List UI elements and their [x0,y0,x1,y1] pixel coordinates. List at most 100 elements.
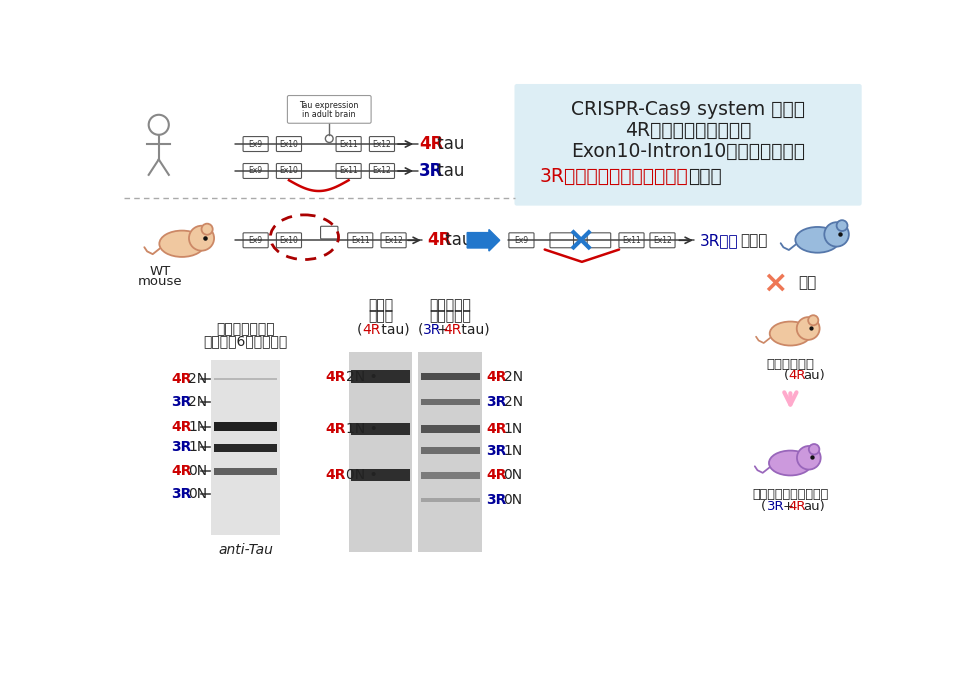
Text: 3R: 3R [171,440,192,454]
Bar [420,373,480,381]
Text: +: + [437,322,448,337]
Text: Ex12: Ex12 [372,139,392,148]
Text: 4R: 4R [789,499,806,513]
Text: 3R: 3R [767,499,784,513]
Bar [351,469,410,482]
Circle shape [189,226,214,251]
Circle shape [809,444,819,455]
Text: ×: × [762,268,787,297]
Text: 0N: 0N [504,493,523,507]
Text: 野生型: 野生型 [368,298,393,312]
Text: 2N •: 2N • [346,370,377,383]
Text: 3R: 3R [171,487,192,502]
Text: tau: tau [432,162,465,180]
Text: 1N •: 1N • [346,422,377,436]
Text: Ex11: Ex11 [339,166,358,175]
Text: 3R: 3R [487,493,507,507]
Circle shape [797,317,820,340]
Text: 0N: 0N [188,464,207,478]
Text: Ex11: Ex11 [339,139,358,148]
Text: mouse: mouse [138,275,182,288]
Text: 4R: 4R [171,464,192,478]
Text: au): au) [803,499,825,513]
Text: (: ( [418,322,423,337]
FancyBboxPatch shape [509,233,534,248]
FancyBboxPatch shape [381,233,406,248]
FancyBboxPatch shape [276,164,301,179]
Bar [420,472,480,479]
Text: (: ( [357,322,363,337]
Circle shape [797,446,821,469]
Text: 1N: 1N [504,444,523,458]
Bar [214,444,277,452]
Bar [214,378,277,381]
Bar [348,352,412,552]
Text: 3R: 3R [487,395,507,409]
Text: Ex9: Ex9 [515,236,529,245]
FancyBboxPatch shape [336,164,361,179]
Bar [214,469,277,475]
Text: 4R: 4R [487,370,507,383]
Text: tau: tau [440,232,472,249]
Text: CRISPR-Cas9 system を使い: CRISPR-Cas9 system を使い [571,100,805,119]
Circle shape [202,224,213,235]
Text: 発現する6種類のタウ: 発現する6種類のタウ [204,335,288,348]
Text: 3R: 3R [171,395,192,409]
Text: 4R: 4R [789,369,806,382]
Text: 1N: 1N [504,422,523,436]
Text: 4R: 4R [363,322,381,337]
FancyBboxPatch shape [370,164,395,179]
FancyBboxPatch shape [336,137,361,152]
FancyBboxPatch shape [276,233,301,248]
Text: 1N: 1N [188,420,207,433]
Text: 野生型マウス: 野生型マウス [766,358,814,371]
Text: ヒト型タウ: ヒト型タウ [429,298,471,312]
FancyBboxPatch shape [287,95,372,123]
Bar [420,399,480,405]
FancyArrow shape [468,229,500,251]
FancyBboxPatch shape [370,137,395,152]
Text: 4R: 4R [325,468,346,482]
Text: Ex10: Ex10 [279,236,299,245]
Text: Ex9: Ex9 [249,236,263,245]
Text: 2N: 2N [504,395,523,409]
FancyBboxPatch shape [619,233,644,248]
Text: 4R: 4R [444,322,462,337]
FancyBboxPatch shape [550,233,573,248]
Bar [211,359,279,535]
Text: (: ( [783,369,789,382]
Text: 4R: 4R [171,372,192,386]
Text: Ex12: Ex12 [384,236,403,245]
Text: WT: WT [150,265,171,278]
Text: マウス: マウス [740,233,767,248]
Text: ヒト型タウ発現マウス: ヒト型タウ発現マウス [753,488,828,502]
Text: Exon10-Intron10をゲノム編集、: Exon10-Intron10をゲノム編集、 [571,142,805,161]
Text: 2N: 2N [504,370,523,383]
FancyBboxPatch shape [243,137,268,152]
Text: Ex10: Ex10 [279,166,299,175]
Text: 0N: 0N [188,487,207,502]
Ellipse shape [770,322,811,346]
Circle shape [808,315,818,326]
Text: 0N •: 0N • [346,468,377,482]
Text: tau: tau [432,135,465,153]
Text: Ex12: Ex12 [372,166,392,175]
FancyBboxPatch shape [588,233,611,248]
Text: Ex9: Ex9 [249,139,263,148]
Bar [351,370,410,383]
FancyBboxPatch shape [515,84,862,205]
FancyBboxPatch shape [276,137,301,152]
Text: Ex11: Ex11 [350,236,370,245]
Text: 4Rタウの発現に関わる: 4Rタウの発現に関わる [625,121,752,139]
Circle shape [825,222,849,247]
FancyBboxPatch shape [321,226,338,239]
Text: マウス: マウス [368,309,393,324]
Text: 4R: 4R [171,420,192,433]
FancyBboxPatch shape [243,233,268,248]
Text: 発現マウス: 発現マウス [429,309,471,324]
Text: 2N: 2N [188,395,207,409]
Text: Ex12: Ex12 [653,236,672,245]
Bar [420,425,480,433]
Text: Ex10: Ex10 [279,139,299,148]
Text: +: + [782,499,794,513]
